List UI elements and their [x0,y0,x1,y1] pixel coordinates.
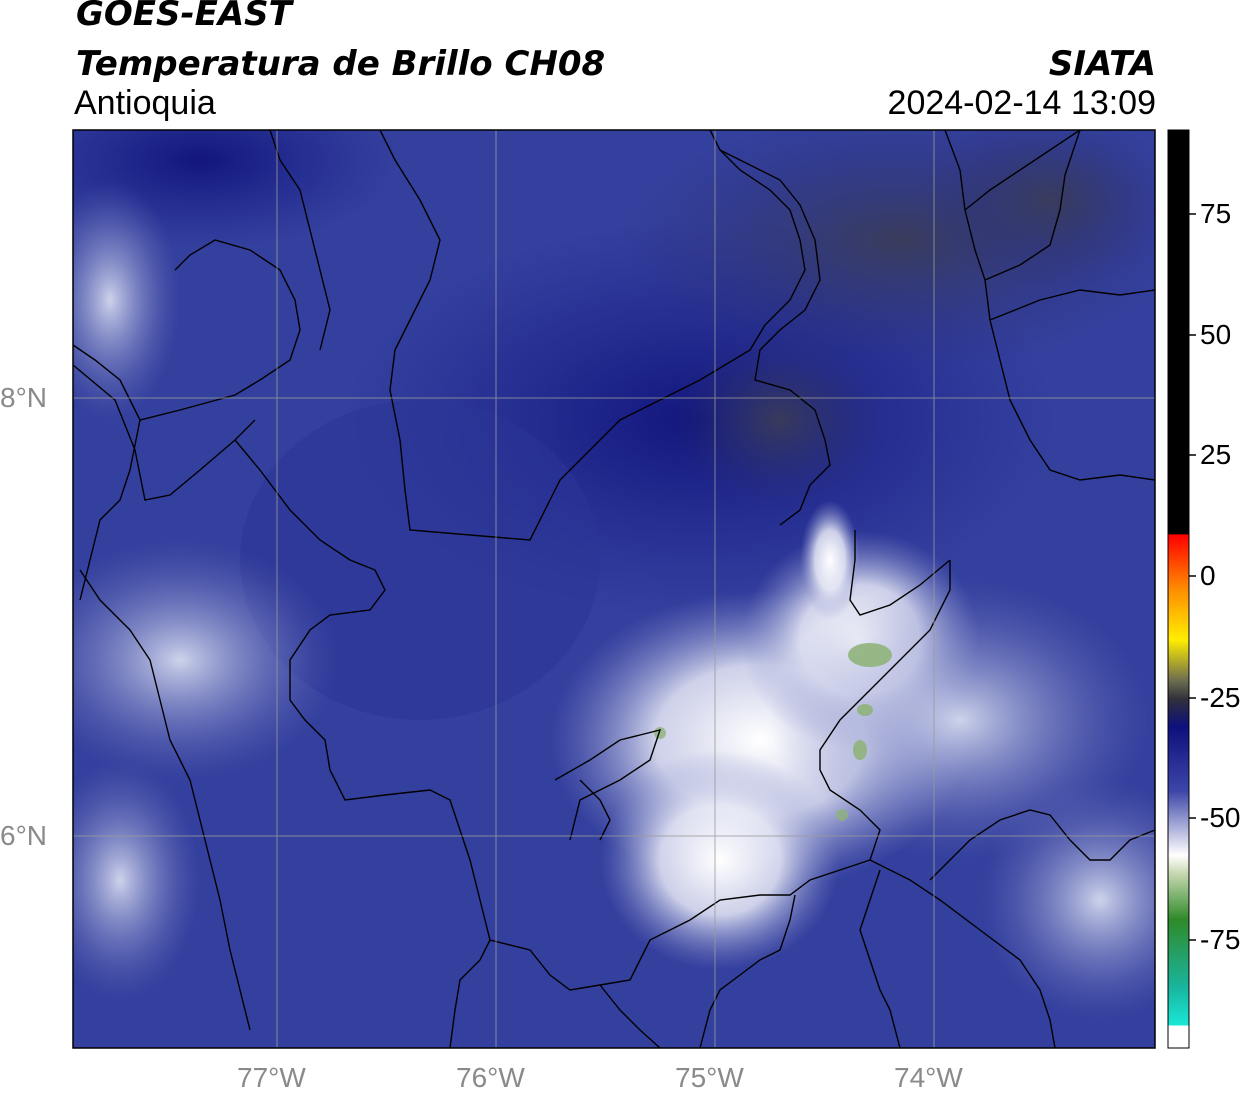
colorbar [1167,129,1196,1049]
colorbar-label-75: 75 [1200,198,1232,229]
lon-label-76w: 76°W [456,1062,525,1093]
colorbar-label-neg75: -75 [1200,924,1241,955]
colorbar-ticks [1189,213,1196,941]
lon-label-75w: 75°W [675,1062,744,1093]
lon-label-74w: 74°W [894,1062,963,1093]
brightness-temperature-field [73,130,1155,1048]
lat-label-8n: 8°N [0,382,47,413]
graticule [73,130,1155,1048]
agency-label: SIATA [1048,44,1156,84]
lat-label-6n: 6°N [0,820,47,851]
colorbar-label-neg50: -50 [1200,802,1241,833]
satellite-title: GOES-EAST [76,0,292,34]
colorbar-label-neg25: -25 [1200,682,1241,713]
product-title: Temperatura de Brillo CH08 [76,44,606,84]
datetime-label: 2024-02-14 13:09 [887,84,1156,122]
colorbar-label-50: 50 [1200,319,1232,350]
department-borders [73,130,1155,1048]
colorbar-label-0: 0 [1200,560,1216,591]
lon-label-77w: 77°W [237,1062,306,1093]
map-frame [72,129,1156,1049]
colorbar-label-25: 25 [1200,439,1232,470]
region-label: Antioquia [74,84,216,122]
